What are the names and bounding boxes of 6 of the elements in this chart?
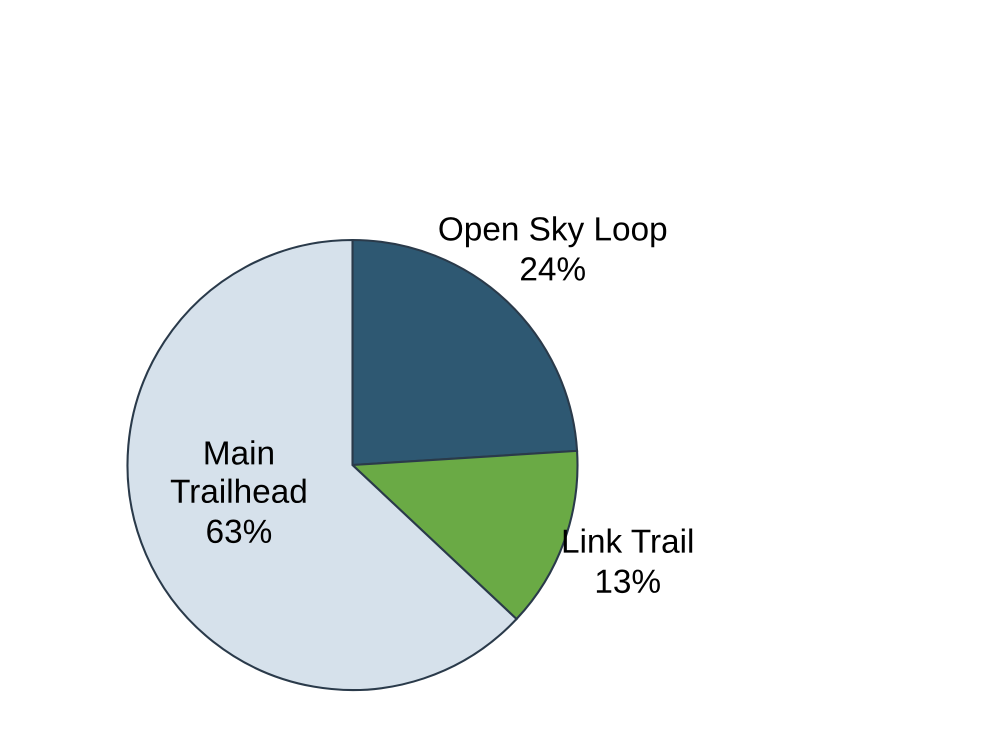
data-label: 24% — [521, 257, 585, 281]
slice-label: Link Trail — [564, 528, 692, 553]
slice-label: Open Sky Loop — [439, 216, 666, 248]
data-label: 63% — [207, 520, 272, 544]
data-label: 13% — [596, 569, 660, 594]
slice-label: Main Trailhead — [170, 440, 306, 504]
